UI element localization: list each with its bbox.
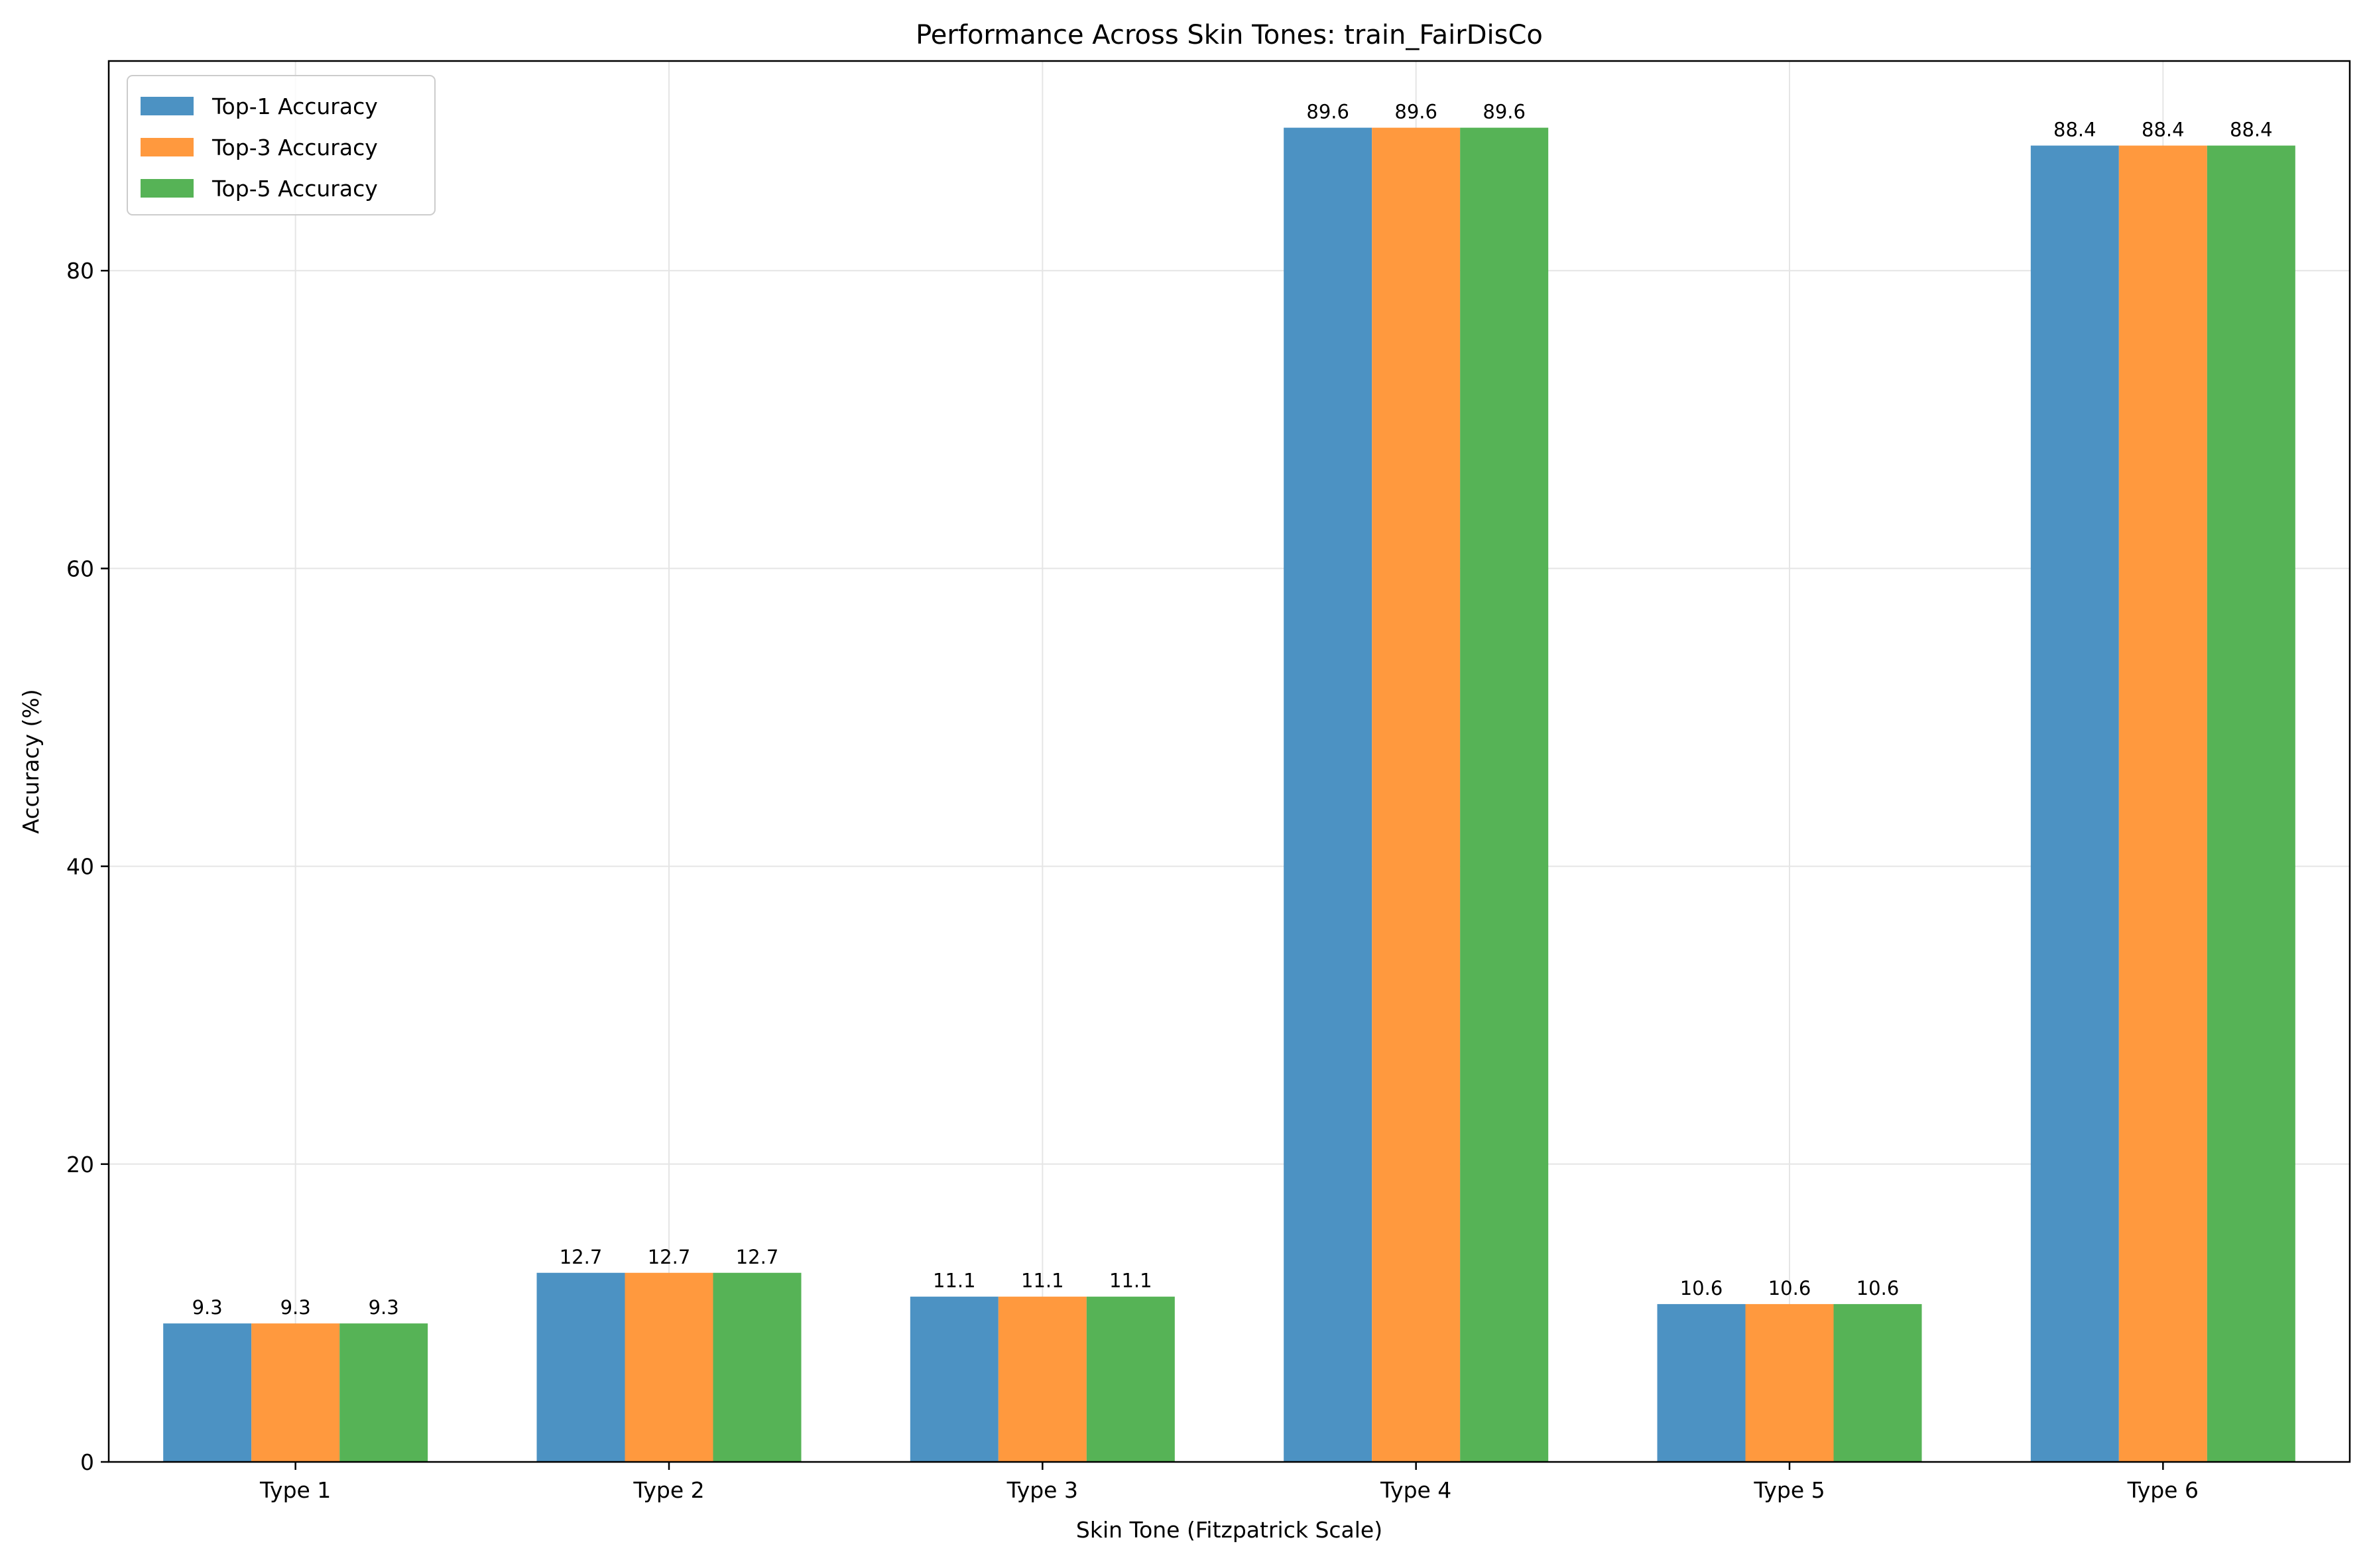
bar-value-label: 11.1: [933, 1270, 976, 1292]
bar: [713, 1272, 802, 1462]
y-tick-label: 0: [80, 1449, 94, 1475]
legend-box: [127, 75, 436, 215]
bar: [910, 1296, 999, 1462]
bar-value-label: 10.6: [1680, 1277, 1723, 1299]
bar: [2030, 145, 2119, 1463]
plot-frame: [107, 60, 2351, 1463]
bars: [163, 127, 2295, 1463]
bar: [339, 1323, 428, 1462]
legend: Top-1 Accuracy Top-3 Accuracy Top-5 Accura…: [127, 75, 436, 215]
bar-value-label: 9.3: [280, 1296, 311, 1319]
bar: [1833, 1303, 1922, 1462]
bar-value-label: 88.4: [2053, 119, 2096, 141]
y-tick-label: 20: [66, 1152, 94, 1177]
bar: [1086, 1296, 1175, 1462]
bar: [1284, 127, 1372, 1463]
bar: [1745, 1303, 1834, 1462]
bar-labels: 9.3 12.7 11.1 89.6 10.6 88.4 9.3 12.7 11.1 89.6 10…: [192, 101, 2273, 1319]
x-tick-label: Type 5: [1753, 1477, 1825, 1503]
legend-entry: Top-5 Accuracy: [212, 176, 378, 202]
bar-value-label: 88.4: [2230, 119, 2273, 141]
bar: [2118, 145, 2207, 1463]
bar-value-label: 9.3: [369, 1296, 399, 1319]
bar-value-label: 9.3: [192, 1296, 223, 1319]
y-tick-label: 40: [66, 854, 94, 880]
x-tick-label: Type 1: [259, 1477, 331, 1503]
bar: [1372, 127, 1461, 1463]
bar-value-label: 88.4: [2142, 119, 2185, 141]
x-tick-label: Type 2: [633, 1477, 704, 1503]
bar-value-label: 12.7: [648, 1246, 691, 1268]
chart-title: Performance Across Skin Tones: train_Fai…: [916, 20, 1543, 50]
bar-value-label: 10.6: [1768, 1277, 1811, 1299]
bar-value-label: 89.6: [1394, 101, 1437, 123]
axis-ticks: 0 20 40 60 80 Type 1 Type 2 Type 3 Type 4 Type 5 T…: [66, 258, 2199, 1503]
bar: [163, 1323, 252, 1462]
bar-value-label: 89.6: [1483, 101, 1526, 123]
x-tick-label: Type 6: [2127, 1477, 2199, 1503]
bar-value-label: 11.1: [1021, 1270, 1064, 1292]
bar: [251, 1323, 340, 1462]
bar: [1657, 1303, 1746, 1462]
bar-value-label: 12.7: [560, 1246, 603, 1268]
legend-swatch: [141, 179, 194, 198]
x-tick-label: Type 3: [1006, 1477, 1078, 1503]
bar: [536, 1272, 625, 1462]
x-axis-label: Skin Tone (Fitzpatrick Scale): [1076, 1517, 1382, 1543]
bar-value-label: 89.6: [1306, 101, 1349, 123]
bar: [998, 1296, 1087, 1462]
bar: [2207, 145, 2295, 1463]
bar-value-label: 11.1: [1109, 1270, 1152, 1292]
x-tick-label: Type 4: [1380, 1477, 1451, 1503]
legend-swatch: [141, 97, 194, 115]
bar: [1460, 127, 1549, 1463]
bar: [625, 1272, 713, 1462]
y-tick-label: 80: [66, 258, 94, 284]
y-axis-label: Accuracy (%): [18, 689, 44, 833]
legend-entry: Top-3 Accuracy: [212, 135, 378, 160]
legend-entry: Top-1 Accuracy: [212, 93, 378, 119]
legend-swatch: [141, 138, 194, 156]
y-tick-label: 60: [66, 556, 94, 581]
bar-value-label: 12.7: [736, 1246, 779, 1268]
bar-value-label: 10.6: [1856, 1277, 1900, 1299]
